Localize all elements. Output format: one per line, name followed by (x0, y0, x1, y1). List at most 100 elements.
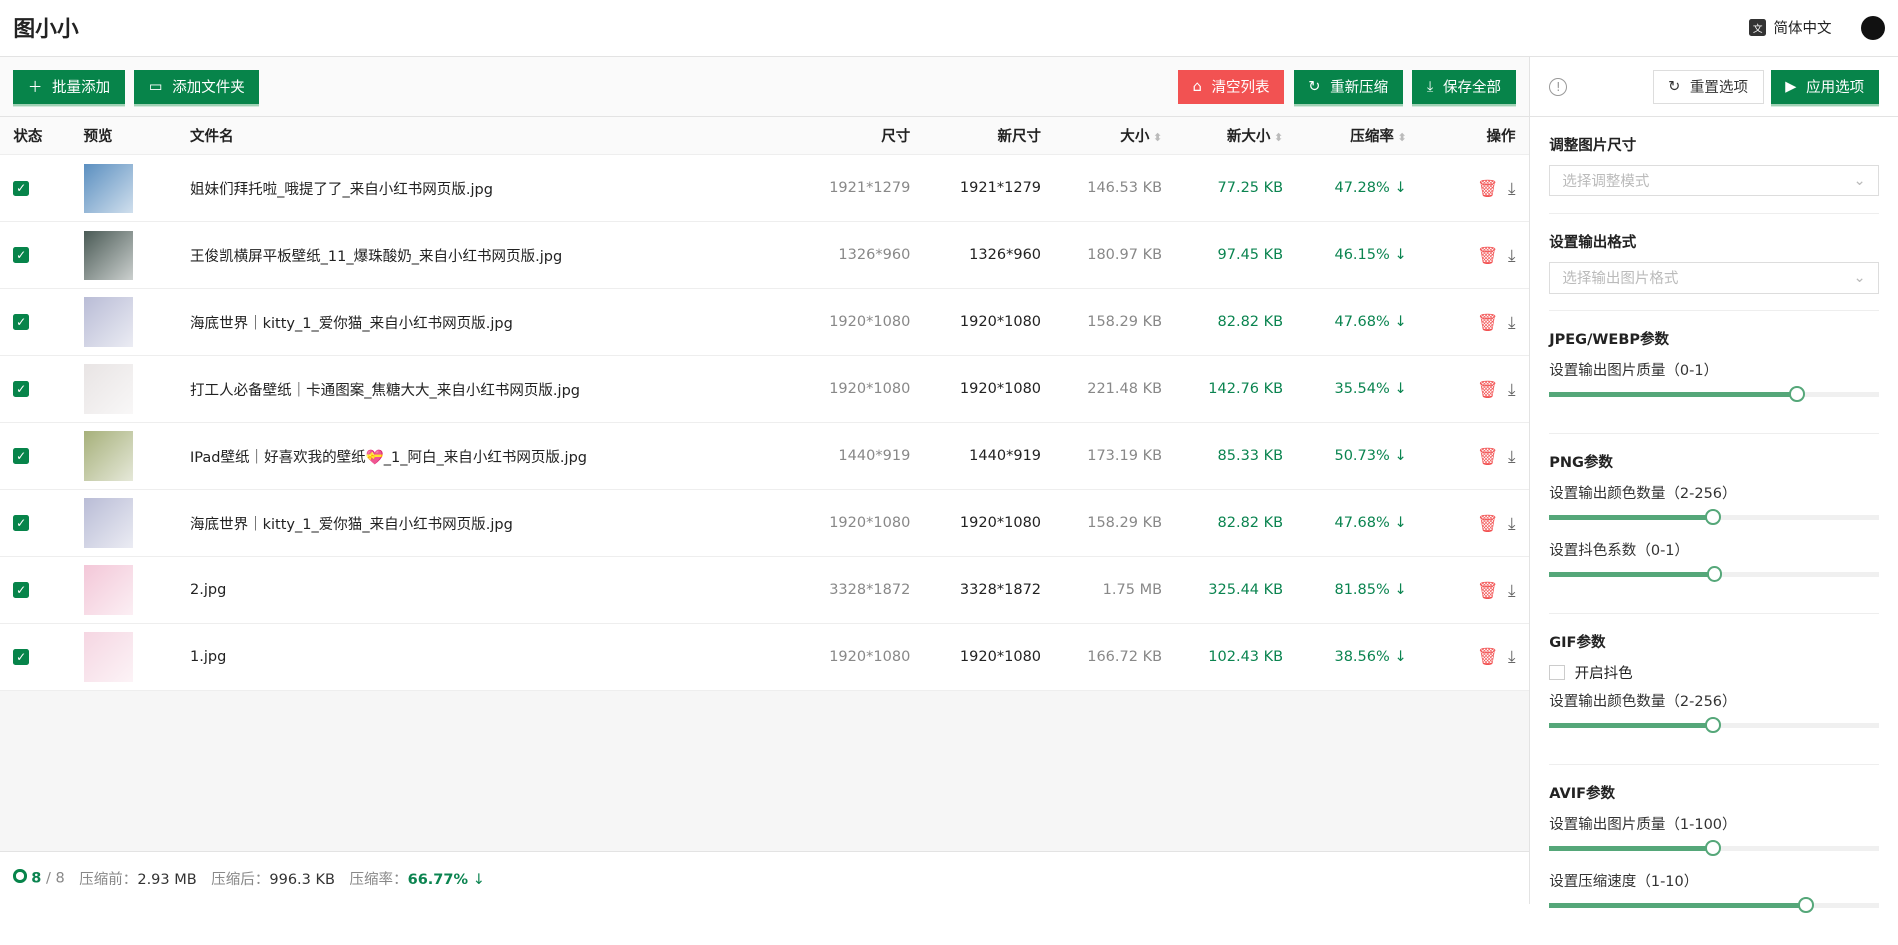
trash-icon[interactable]: 🗑 (1476, 646, 1499, 667)
download-icon[interactable]: ⤓ (1508, 244, 1516, 265)
arrow-down-icon: ↓ (1394, 515, 1407, 532)
download-icon[interactable]: ⤓ (1508, 579, 1516, 600)
png-dither-label: 设置抖色系数（0-1） (1549, 543, 1690, 560)
done-count: 8 (31, 870, 42, 887)
download-icon[interactable]: ⤓ (1508, 512, 1516, 533)
preview-thumbnail[interactable] (83, 297, 134, 348)
avif-speed-slider[interactable] (1549, 897, 1879, 914)
add-batch-button[interactable]: ＋ 批量添加 (13, 69, 125, 104)
column-label: 操作 (1486, 129, 1516, 146)
refresh-icon: ↻ (1308, 78, 1321, 95)
clear-list-button[interactable]: ⌂ 清空列表 (1178, 69, 1285, 104)
slider-fill (1549, 514, 1713, 520)
gif-colors-slider[interactable] (1549, 717, 1879, 734)
new-size: 82.82 KB (1175, 489, 1297, 558)
trash-icon[interactable]: 🗑 (1476, 311, 1499, 332)
slider-handle[interactable] (1789, 386, 1805, 402)
output-format-select[interactable]: 选择输出图片格式 ⌄ (1549, 262, 1879, 294)
total-rate: 66.77% (407, 871, 469, 888)
file-name: 1.jpg (176, 623, 793, 691)
save-all-label: 保存全部 (1442, 80, 1502, 97)
slider-fill (1549, 846, 1713, 851)
download-icon: ⤓ (1426, 78, 1434, 95)
reset-options-button[interactable]: ↻ 重置选项 (1652, 69, 1764, 104)
apply-label: 应用选项 (1806, 80, 1865, 97)
column-header: 操作 (1419, 117, 1529, 156)
dimensions: 1920*1080 (792, 489, 924, 558)
resize-title: 调整图片尺寸 (1549, 138, 1637, 155)
translate-icon[interactable]: 文 (1749, 19, 1767, 37)
gif-dither-checkbox[interactable]: 开启抖色 (1549, 662, 1878, 683)
column-header[interactable]: 大小 ⬍ (1054, 117, 1176, 156)
file-name: 海底世界｜kitty_1_爱你猫_来自小红书网页版.jpg (176, 489, 793, 558)
preview-thumbnail[interactable] (83, 230, 134, 281)
reset-label: 重置选项 (1689, 80, 1748, 97)
before-size: 2.93 MB (137, 871, 197, 888)
download-icon[interactable]: ⤓ (1508, 378, 1516, 399)
png-dither-slider[interactable] (1549, 566, 1879, 582)
app-header: 图小小 文 简体中文 (0, 0, 1898, 57)
info-icon[interactable]: ! (1549, 77, 1568, 96)
table-row: ✓ IPad壁纸｜好喜欢我的壁纸💝_1_阿白_来自小红书网页版.jpg 1440… (0, 422, 1529, 491)
save-all-button[interactable]: ⤓ 保存全部 (1412, 69, 1516, 104)
new-dimensions: 3328*1872 (923, 556, 1055, 624)
new-size: 77.25 KB (1175, 154, 1297, 223)
file-name: 打工人必备壁纸｜卡通图案_焦糖大大_来自小红书网页版.jpg (176, 355, 793, 424)
sort-icon[interactable]: ⬍ (1397, 131, 1407, 145)
github-icon[interactable] (1860, 15, 1885, 41)
apply-options-button[interactable]: ▶ 应用选项 (1770, 69, 1879, 104)
new-size: 325.44 KB (1175, 556, 1297, 624)
download-icon[interactable]: ⤓ (1508, 311, 1516, 332)
preview-thumbnail[interactable] (83, 498, 134, 548)
new-dimensions: 1921*1279 (923, 154, 1055, 223)
arrow-down-icon: ↓ (472, 871, 485, 888)
dimensions: 1920*1080 (792, 355, 924, 424)
preview-thumbnail[interactable] (83, 364, 134, 415)
size: 173.19 KB (1054, 422, 1176, 491)
status-check-icon: ✓ (13, 180, 30, 197)
add-folder-button[interactable]: ▭ 添加文件夹 (134, 69, 260, 104)
avif-quality-slider[interactable] (1549, 840, 1879, 856)
slider-handle[interactable] (1705, 508, 1722, 525)
preview-thumbnail[interactable] (83, 632, 134, 682)
png-colors-slider[interactable] (1549, 508, 1879, 525)
gif-dither-label: 开启抖色 (1574, 665, 1633, 682)
dimensions: 1920*1080 (792, 288, 924, 357)
trash-icon[interactable]: 🗑 (1476, 512, 1499, 533)
slider-handle[interactable] (1798, 897, 1814, 914)
jpeg-quality-slider[interactable] (1549, 386, 1879, 402)
trash-icon[interactable]: 🗑 (1476, 579, 1499, 600)
file-name: IPad壁纸｜好喜欢我的壁纸💝_1_阿白_来自小红书网页版.jpg (176, 422, 793, 491)
slider-fill (1549, 723, 1713, 729)
sort-icon[interactable]: ⬍ (1152, 131, 1163, 145)
language-selector[interactable]: 简体中文 (1773, 21, 1832, 38)
trash-icon[interactable]: 🗑 (1476, 177, 1499, 198)
slider-handle[interactable] (1705, 717, 1722, 734)
download-icon[interactable]: ⤓ (1508, 646, 1516, 667)
recompress-button[interactable]: ↻ 重新压缩 (1293, 69, 1403, 104)
column-header[interactable]: 压缩率 ⬍ (1296, 117, 1420, 156)
checkbox-box[interactable] (1549, 664, 1565, 681)
sort-icon[interactable]: ⬍ (1274, 131, 1284, 145)
trash-icon[interactable]: 🗑 (1476, 244, 1499, 265)
slider-handle[interactable] (1706, 566, 1723, 582)
chevron-down-icon: ⌄ (1853, 269, 1866, 286)
total-count: / 8 (45, 870, 65, 887)
resize-mode-select[interactable]: 选择调整模式 ⌄ (1549, 165, 1879, 197)
table-row: ✓ 海底世界｜kitty_1_爱你猫_来自小红书网页版.jpg 1920*108… (0, 288, 1529, 357)
column-label: 新尺寸 (997, 129, 1042, 146)
column-header[interactable]: 新大小 ⬍ (1175, 117, 1297, 156)
size: 180.97 KB (1054, 221, 1176, 290)
compression-rate: 46.15% ↓ (1296, 221, 1420, 290)
preview-thumbnail[interactable] (83, 163, 134, 214)
column-header: 新尺寸 (923, 117, 1055, 156)
download-icon[interactable]: ⤓ (1508, 177, 1516, 198)
column-label: 大小 (1120, 129, 1150, 146)
preview-thumbnail[interactable] (83, 565, 134, 615)
download-icon[interactable]: ⤓ (1508, 445, 1516, 466)
trash-icon[interactable]: 🗑 (1476, 378, 1499, 399)
preview-thumbnail[interactable] (83, 431, 134, 481)
trash-icon[interactable]: 🗑 (1476, 445, 1499, 466)
avif-quality-label: 设置输出图片质量（1-100） (1549, 817, 1737, 834)
slider-handle[interactable] (1705, 840, 1721, 856)
